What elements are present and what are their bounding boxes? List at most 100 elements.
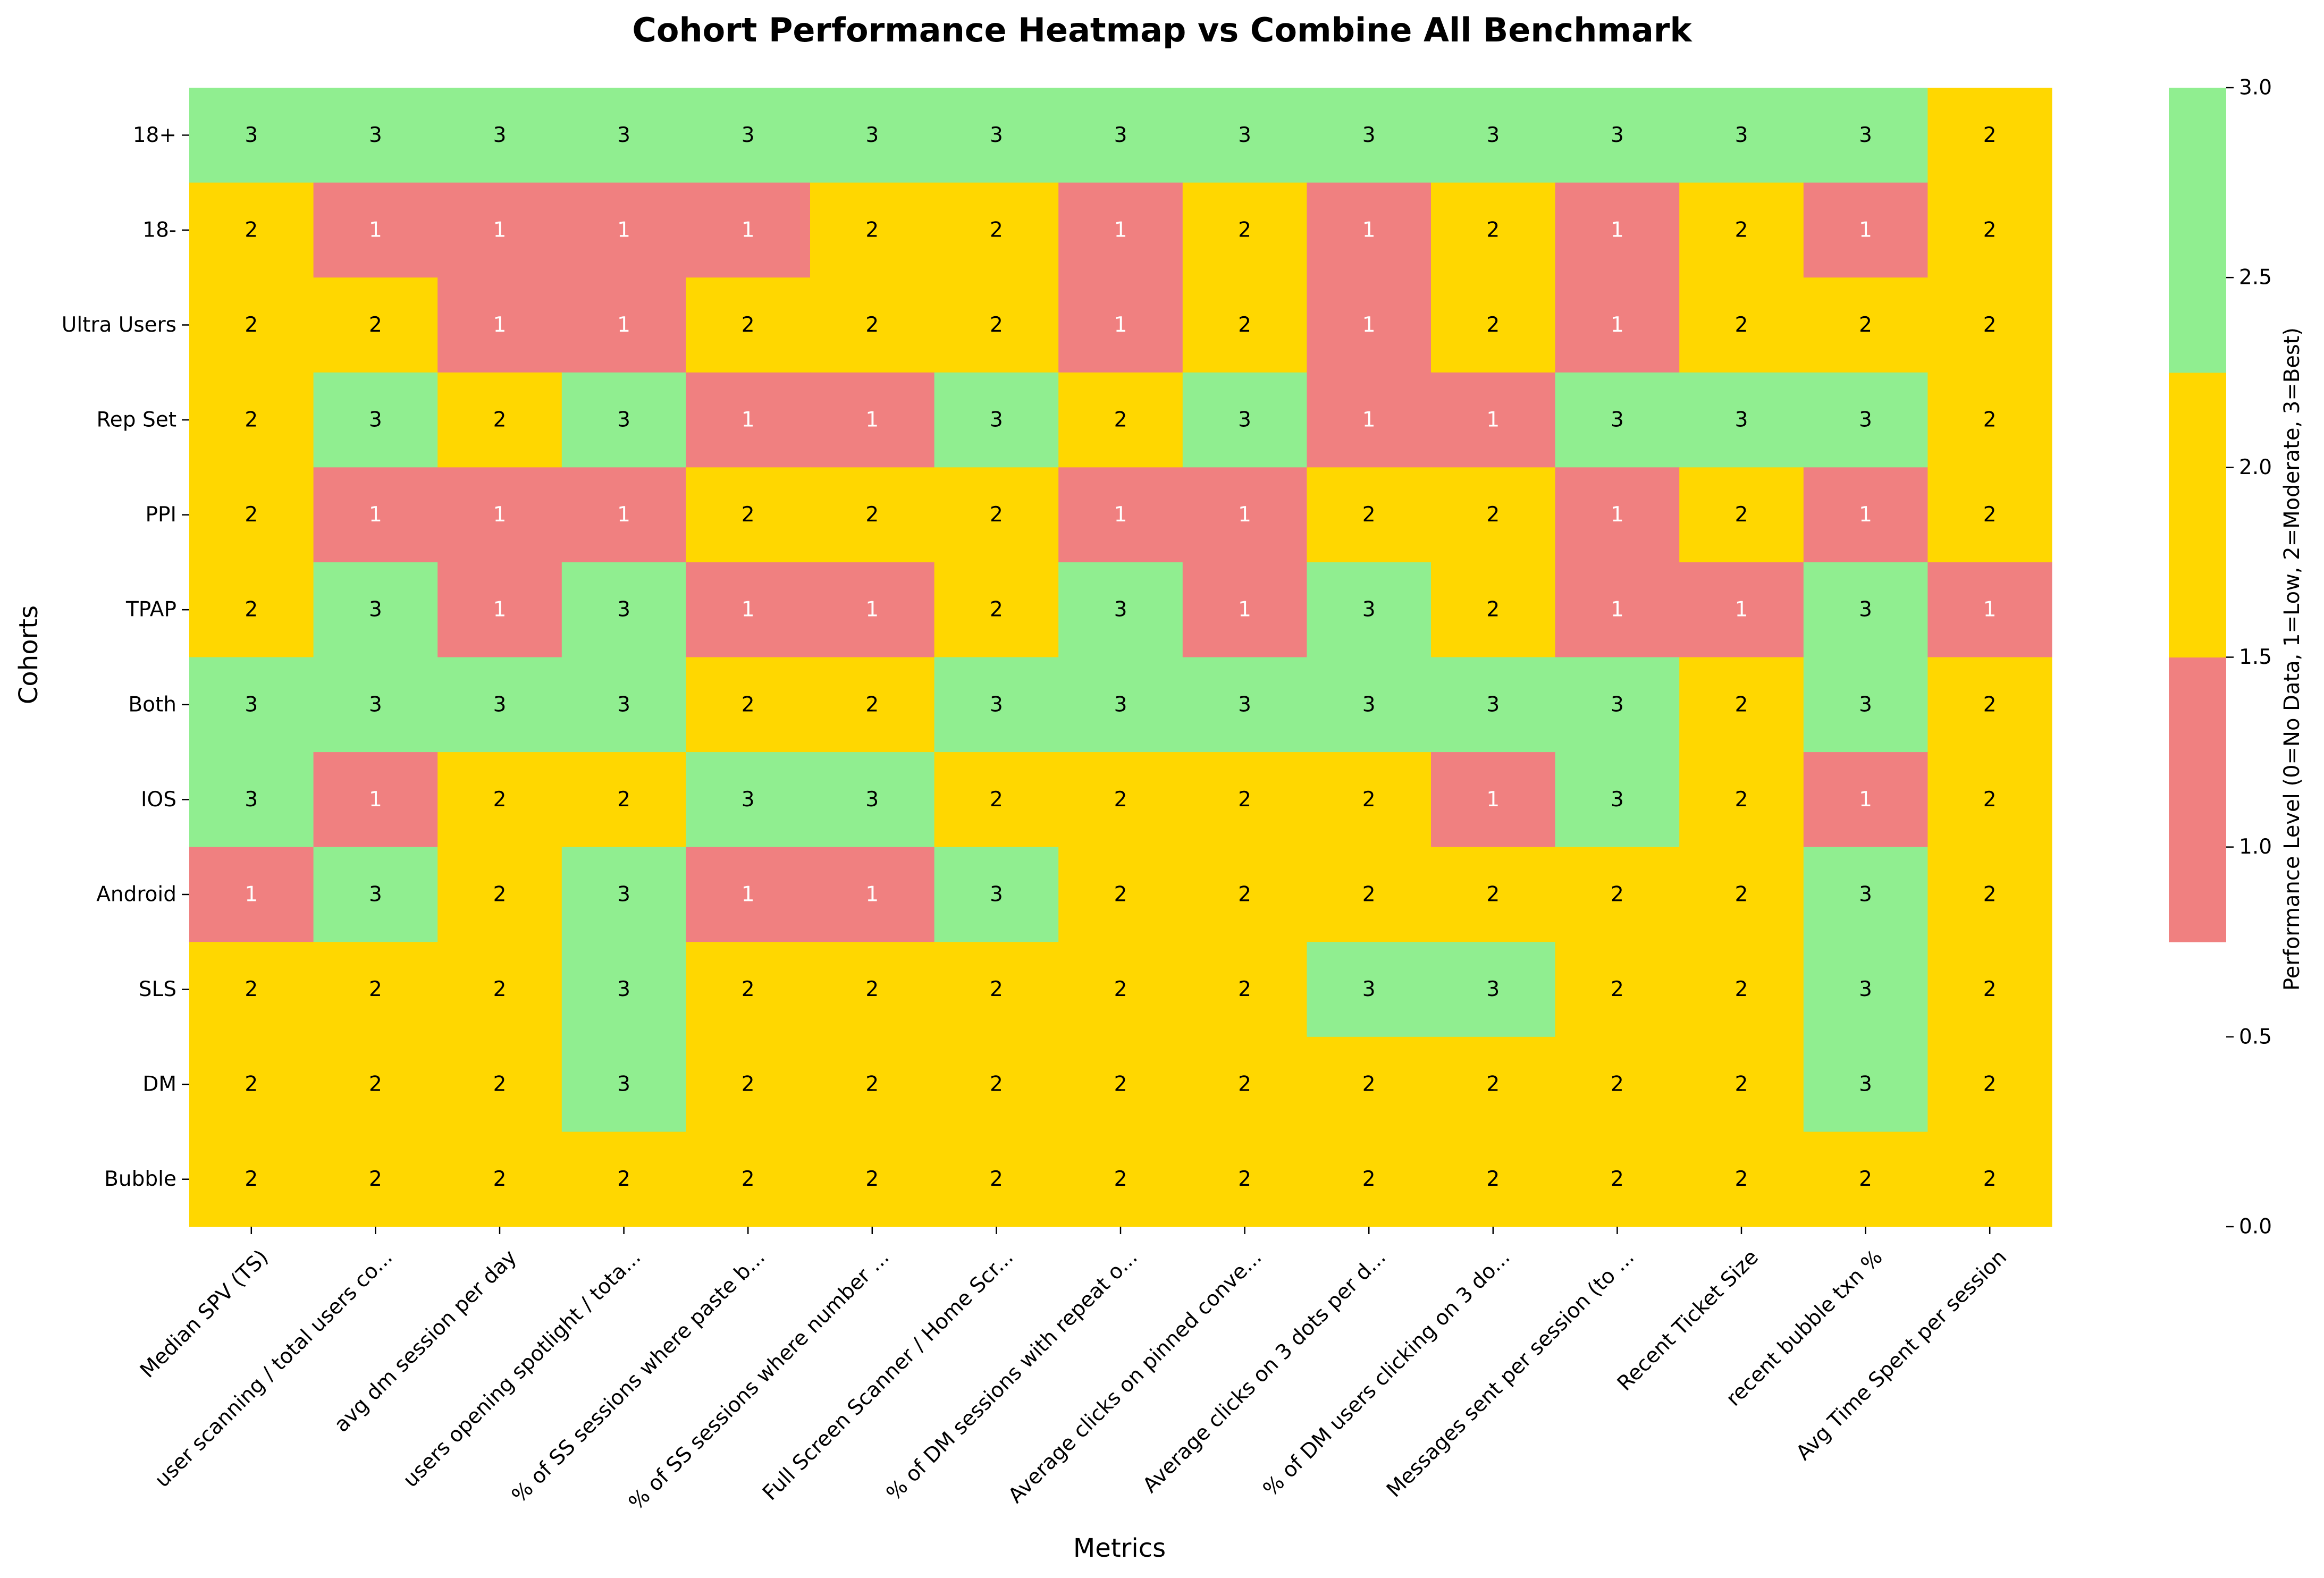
- cell-value-label: 2: [245, 598, 258, 622]
- cell-value-label: 1: [369, 788, 382, 812]
- heatmap-cell: [1182, 657, 1307, 753]
- cell-value-label: 2: [1238, 977, 1251, 1001]
- cell-value-label: 3: [1735, 123, 1748, 147]
- heatmap-cell: [934, 467, 1059, 563]
- cell-value-label: 1: [1611, 503, 1624, 527]
- cell-value-label: 2: [1735, 503, 1748, 527]
- heatmap-cell: [189, 88, 314, 183]
- y-tick-label: Ultra Users: [62, 313, 176, 337]
- cell-value-label: 2: [1238, 882, 1251, 906]
- cell-value-label: 3: [369, 408, 382, 432]
- cell-value-label: 2: [1983, 977, 1997, 1001]
- heatmap-cell: [189, 562, 314, 658]
- heatmap-cell: [1182, 182, 1307, 278]
- colorbar: 0.0 0.5 1.0 1.5 2.0 2.5 3.0: [2169, 76, 2272, 1239]
- heatmap-cell: [1182, 752, 1307, 848]
- cell-value-label: 2: [1735, 977, 1748, 1001]
- cell-value-label: 3: [1611, 788, 1624, 812]
- x-tick-label: Full Screen Scanner / Home Scr...: [758, 1245, 1018, 1505]
- heatmap-cell: [1058, 1036, 1183, 1133]
- heatmap-cell: [561, 847, 686, 942]
- cell-value-label: 2: [1735, 693, 1748, 716]
- cell-value-label: 2: [245, 218, 258, 242]
- heatmap-cell: [437, 1132, 562, 1227]
- heatmap-cell: [1182, 467, 1307, 563]
- cell-value-label: 2: [493, 882, 507, 906]
- heatmap-cell: [686, 467, 811, 563]
- cell-value-label: 3: [1362, 123, 1376, 147]
- y-tick-label: Both: [128, 693, 176, 716]
- cell-value-label: 1: [369, 503, 382, 527]
- x-tick-label: Avg Time Spent per session: [1791, 1245, 2011, 1465]
- x-tick-label: % of DM sessions with repeat o...: [882, 1245, 1142, 1506]
- heatmap-cell: [437, 467, 562, 563]
- heatmap-cell: [561, 182, 686, 278]
- cell-value-label: 2: [1983, 218, 1997, 242]
- cell-value-label: 3: [245, 123, 258, 147]
- cell-value-label: 1: [1362, 408, 1376, 432]
- cell-value-label: 2: [1486, 218, 1500, 242]
- heatmap-cell: [1307, 467, 1432, 563]
- cell-value-label: 3: [865, 123, 879, 147]
- colorbar-band: [2169, 657, 2226, 942]
- heatmap-cell: [189, 467, 314, 563]
- cell-value-label: 2: [245, 1167, 258, 1191]
- heatmap-cell: [1182, 847, 1307, 942]
- heatmap-cell: [313, 657, 438, 753]
- heatmap-cell: [1803, 182, 1928, 278]
- heatmap-cell: [1679, 942, 1804, 1037]
- cell-value-label: 2: [1486, 598, 1500, 622]
- cell-value-label: 2: [1486, 882, 1500, 906]
- cell-value-label: 1: [617, 218, 630, 242]
- y-axis-label: Cohorts: [14, 605, 44, 704]
- cell-value-label: 2: [1362, 1167, 1376, 1191]
- heatmap-cell: [686, 1132, 811, 1227]
- heatmap-cell: [1803, 467, 1928, 563]
- heatmap-cell: [1679, 467, 1804, 563]
- cell-value-label: 3: [865, 788, 879, 812]
- cell-value-label: 3: [1611, 693, 1624, 716]
- heatmap-cell: [1307, 277, 1432, 373]
- cell-value-label: 2: [1611, 1167, 1624, 1191]
- cell-value-label: 1: [865, 408, 879, 432]
- cell-value-label: 2: [990, 788, 1003, 812]
- heatmap-cell: [1927, 847, 2052, 942]
- cell-value-label: 1: [493, 598, 507, 622]
- colorbar-tick-label: 3.0: [2239, 76, 2272, 100]
- heatmap-cell: [810, 88, 935, 183]
- heatmap-cell: [1679, 88, 1804, 183]
- cell-value-label: 3: [1238, 408, 1251, 432]
- cell-value-label: 2: [1114, 977, 1127, 1001]
- cell-value-label: 1: [1238, 598, 1251, 622]
- heatmap-cell: [437, 562, 562, 658]
- cell-value-label: 1: [742, 598, 755, 622]
- heatmap-cell: [1927, 752, 2052, 848]
- cell-value-label: 3: [617, 693, 630, 716]
- heatmap-cell: [1679, 1132, 1804, 1227]
- cell-value-label: 3: [990, 693, 1003, 716]
- cell-value-label: 2: [742, 313, 755, 337]
- cell-value-label: 3: [1859, 977, 1872, 1001]
- y-tick-label: Bubble: [104, 1167, 176, 1191]
- heatmap-cell: [1803, 372, 1928, 468]
- heatmap-cell: [1307, 562, 1432, 658]
- cell-value-label: 1: [1611, 598, 1624, 622]
- heatmap-cell: [1307, 657, 1432, 753]
- cell-value-label: 2: [245, 1073, 258, 1096]
- cell-value-label: 1: [1114, 503, 1127, 527]
- cell-value-label: 3: [1611, 408, 1624, 432]
- heatmap-cell: [561, 1132, 686, 1227]
- cell-value-label: 3: [617, 977, 630, 1001]
- heatmap-cell: [313, 562, 438, 658]
- cell-value-label: 3: [493, 693, 507, 716]
- heatmap-cell: [1058, 657, 1183, 753]
- x-tick-label: Messages sent per session (to ...: [1382, 1245, 1639, 1502]
- cell-value-label: 2: [1362, 882, 1376, 906]
- heatmap-cell: [934, 752, 1059, 848]
- cell-value-label: 2: [493, 788, 507, 812]
- y-axis-ticks: 18+ 18- Ultra Users Rep Set PPI TPAP Both IOS A…: [62, 123, 189, 1191]
- heatmap-cell: [1803, 942, 1928, 1037]
- cell-value-label: 2: [493, 1073, 507, 1096]
- x-tick-label: Recent Ticket Size: [1613, 1245, 1763, 1396]
